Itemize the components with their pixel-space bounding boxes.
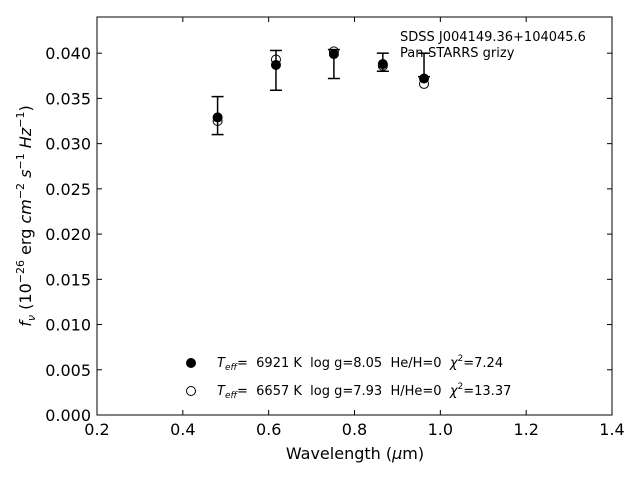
x-tick-label: 0.2 [84, 420, 109, 439]
point-filled [270, 59, 281, 70]
y-tick-label: 0.025 [45, 180, 91, 199]
y-tick-label: 0.000 [45, 406, 91, 425]
legend-label-2: Teff= 6657 K log g=7.93 H/He=0 χ2=13.37 [217, 382, 511, 401]
x-tick-label: 1.0 [428, 420, 453, 439]
annotation-line-1: SDSS J004149.36+104045.6 [400, 30, 586, 45]
y-tick-label: 0.020 [45, 225, 91, 244]
error-bars [211, 48, 431, 136]
y-tick-label: 0.035 [45, 89, 91, 108]
x-tick-label: 0.6 [256, 420, 281, 439]
legend-label-1: Teff= 6921 K log g=8.05 He/H=0 χ2=7.24 [217, 354, 503, 373]
annotation-line-2: Pan-STARRS grizy [400, 46, 515, 61]
y-tick-label: 0.015 [45, 270, 91, 289]
legend: Teff= 6921 K log g=8.05 He/H=0 χ2=7.24 T… [186, 354, 511, 401]
point-filled [328, 49, 339, 60]
point-filled [212, 112, 223, 123]
legend-marker-filled [186, 358, 196, 368]
x-axis-label: Wavelength (μm) [286, 444, 424, 463]
point-filled [419, 73, 430, 84]
y-tick-label: 0.040 [45, 44, 91, 63]
data-points [212, 46, 430, 127]
x-tick-label: 0.8 [342, 420, 367, 439]
x-tick-label: 0.4 [170, 420, 195, 439]
y-ticks: 0.000 0.005 0.010 0.015 0.020 0.025 0.030 0.035… [45, 44, 612, 425]
x-ticks: 0.2 0.4 0.6 0.8 1.0 1.2 1.4 [84, 17, 625, 439]
x-tick-label: 1.4 [599, 420, 624, 439]
point-filled [377, 59, 388, 70]
y-axis-label: fν (10−26 erg cm−2 s−1 Hz−1) [14, 105, 38, 326]
x-tick-label: 1.2 [513, 420, 538, 439]
y-tick-label: 0.005 [45, 361, 91, 380]
y-tick-label: 0.010 [45, 316, 91, 335]
legend-marker-open [186, 386, 196, 396]
y-tick-label: 0.030 [45, 135, 91, 154]
